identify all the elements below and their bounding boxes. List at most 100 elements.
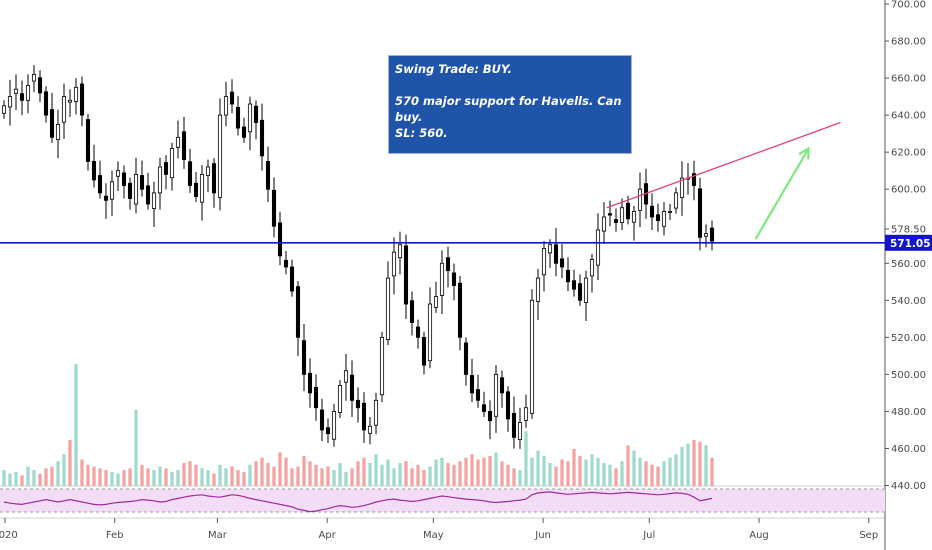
candle-body [127,182,133,199]
price-tick-label: 680.00 [891,37,926,48]
candle-body [355,399,361,409]
volume-bar [626,445,630,486]
volume-bar [428,466,432,486]
volume-bar [86,464,90,486]
volume-bar [278,452,282,486]
candle-body [301,340,307,375]
price-axis[interactable]: 700.00 680.00 660.00 640.00 620.00 600.00 578.… [885,0,932,492]
time-tick-label: Feb [106,530,124,541]
volume-bar [590,454,594,486]
volume-bar [434,459,438,486]
candle-body [379,336,385,396]
volume-bar [536,450,540,486]
price-tick-label: 700.00 [891,0,926,11]
candle-body [511,412,517,438]
candle-body [571,280,577,290]
volume-bar [638,457,642,486]
trade-annotation-box[interactable]: Swing Trade: BUY. 570 major support for … [388,55,632,172]
rsi-line [3,491,713,513]
resistance-trend-line [606,121,841,209]
price-tick-label: 520.00 [891,333,926,344]
volume-bar [650,464,654,486]
volume-bar [500,461,504,486]
price-tick-label: 540.00 [891,296,926,307]
candle-body [655,214,661,222]
candle-body [601,216,607,232]
candle-body [709,227,715,242]
volume-bar [38,473,42,486]
price-tick-label: 500.00 [891,370,926,381]
volume-bar [458,461,462,486]
volume-bar [512,468,516,486]
candle-body [523,407,529,421]
volume-bar [182,463,186,486]
volume-bar [440,457,444,486]
volume-bar [416,464,420,486]
candle-body [259,119,265,157]
volume-bar [356,461,360,486]
candle-body [535,277,541,302]
volume-bar [74,364,78,486]
candle-body [553,244,559,264]
volume-bar [296,466,300,486]
time-axis[interactable]: 2020 Feb Mar Apr May Jun Jul Aug Sep [0,518,878,541]
volume-bar [452,464,456,486]
candle-body [115,170,121,177]
candle-body [481,404,487,412]
volume-bar [374,454,378,486]
volume-bar [20,475,24,486]
candle-body [475,389,481,401]
candle-body [619,207,625,223]
volume-bar [362,457,366,486]
price-tick-label: 640.00 [891,111,926,122]
candle-body [433,296,439,308]
volume-bar [122,470,126,486]
volume-bar [218,464,222,486]
annotation-line-3: SL: 560. [395,126,448,140]
candle-body [415,326,421,338]
candle-body [673,192,679,209]
candle-body [499,377,505,394]
volume-bar [476,459,480,486]
candle-body [517,422,523,440]
volume-bar [704,445,708,486]
candle-body [283,259,289,268]
time-tick-label: 2020 [0,530,18,541]
candle-body [91,161,97,181]
candle-body [1,105,7,114]
volume-bar [446,463,450,486]
chart-overlays [0,121,885,244]
candle-body [493,373,499,417]
volume-bar [206,470,210,486]
volume-bar [14,471,18,486]
time-tick-label: Jun [534,530,551,541]
candle-body [349,374,355,401]
volume-bar [128,468,132,486]
candle-body [313,386,319,409]
volume-bar [494,452,498,486]
price-tick-label: 440.00 [891,481,926,492]
price-tick-label: 460.00 [891,444,926,455]
candle-body [253,105,259,123]
candle-body [403,245,409,305]
candle-body [181,131,187,160]
volume-bars [2,364,714,486]
annotation-line-1: Swing Trade: BUY. [395,62,512,76]
volume-bar [188,461,192,486]
candle-body [193,182,199,198]
candle-body [679,177,685,198]
candle-body [631,211,637,223]
candle-body [505,391,511,420]
price-tick-label: 600.00 [891,185,926,196]
candle-body [103,195,109,201]
time-tick-label: Mar [208,530,228,541]
volume-bar [158,466,162,486]
volume-bar [350,468,354,486]
volume-bar [200,468,204,486]
candle-body [607,213,613,216]
volume-bar [8,473,12,486]
price-tick-label: 480.00 [891,407,926,418]
volume-bar [56,461,60,486]
volume-bar [482,457,486,486]
time-tick-label: Sep [859,530,878,541]
